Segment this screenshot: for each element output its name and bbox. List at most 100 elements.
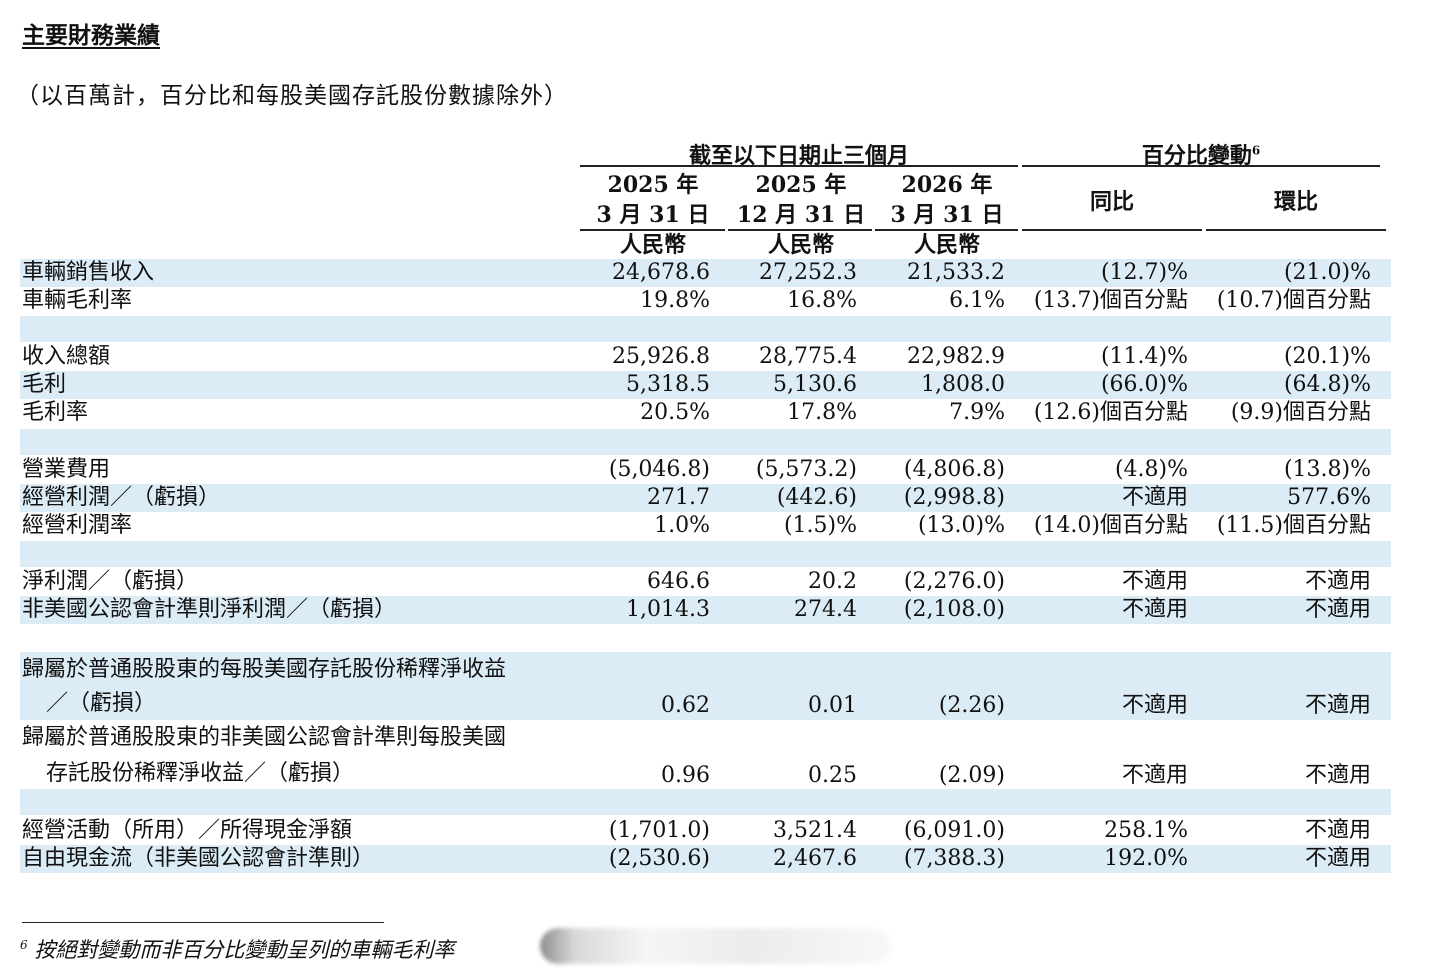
value-2025q1: 25,926.8 bbox=[612, 344, 710, 369]
table-row: 收入總額 25,926.8 28,775.4 22,982.9 (11.4)% … bbox=[20, 343, 1391, 371]
value-qoq: 不適用 bbox=[1304, 846, 1371, 871]
footnote: 6 按絕對變動而非百分比變動呈列的車輛毛利率 bbox=[20, 938, 455, 962]
value-2026q1: (7,388.3) bbox=[903, 846, 1005, 871]
value-yoy: (4.8)% bbox=[1114, 457, 1188, 482]
yoy-rule bbox=[1022, 229, 1202, 231]
value-qoq: (10.7)個百分點 bbox=[1216, 288, 1371, 313]
value-yoy: 不適用 bbox=[1121, 597, 1188, 622]
value-2025q1: 5,318.5 bbox=[626, 372, 710, 397]
change-group-header: 百分比變動6 bbox=[1141, 143, 1261, 169]
value-yoy: 不適用 bbox=[1121, 485, 1188, 510]
value-2025q4: 5,130.6 bbox=[773, 372, 857, 397]
table-row: 經營活動（所用）／所得現金淨額 (1,701.0) 3,521.4 (6,091… bbox=[20, 817, 1391, 845]
value-yoy: (13.7)個百分點 bbox=[1033, 288, 1188, 313]
table-row: 經營利潤／（虧損） 271.7 (442.6) (2,998.8) 不適用 57… bbox=[20, 484, 1391, 512]
value-qoq: 不適用 bbox=[1304, 818, 1371, 843]
value-2026q1: 6.1% bbox=[949, 288, 1005, 313]
col3-rule bbox=[875, 229, 1018, 231]
value-qoq: (11.5)個百分點 bbox=[1216, 513, 1371, 538]
value-2026q1: (2,108.0) bbox=[903, 597, 1005, 622]
value-2025q1: 0.62 bbox=[661, 693, 710, 718]
units-note: （以百萬計，百分比和每股美國存託股份數據除外） bbox=[16, 83, 568, 109]
value-2025q1: 271.7 bbox=[647, 485, 710, 510]
row-label: 淨利潤／（虧損） bbox=[22, 569, 199, 594]
row-label: 自由現金流（非美國公認會計準則） bbox=[22, 846, 375, 871]
yoy-header: 同比 bbox=[1089, 189, 1134, 215]
table-row: 毛利 5,318.5 5,130.6 1,808.0 (66.0)% (64.8… bbox=[20, 371, 1391, 399]
value-yoy: (12.6)個百分點 bbox=[1033, 400, 1188, 425]
value-2026q1: 21,533.2 bbox=[907, 260, 1005, 285]
value-2025q1: 646.6 bbox=[647, 569, 710, 594]
col2-rule bbox=[728, 229, 872, 231]
table-row: 毛利率 20.5% 17.8% 7.9% (12.6)個百分點 (9.9)個百分… bbox=[20, 399, 1391, 427]
value-yoy: (11.4)% bbox=[1100, 344, 1188, 369]
value-2025q4: (442.6) bbox=[776, 485, 857, 510]
value-2025q1: 20.5% bbox=[640, 400, 710, 425]
value-qoq: (20.1)% bbox=[1283, 344, 1371, 369]
spacer-band bbox=[20, 541, 1391, 567]
value-qoq: 不適用 bbox=[1304, 693, 1371, 718]
table-row: 淨利潤／（虧損） 646.6 20.2 (2,276.0) 不適用 不適用 bbox=[20, 568, 1391, 596]
col2-header: 2025 年 12 月 31 日 人民幣 bbox=[736, 172, 866, 258]
value-2025q4: 2,467.6 bbox=[773, 846, 857, 871]
value-2025q1: 1.0% bbox=[654, 513, 710, 538]
value-2025q4: 274.4 bbox=[794, 597, 857, 622]
table-row: 車輛毛利率 19.8% 16.8% 6.1% (13.7)個百分點 (10.7)… bbox=[20, 287, 1391, 315]
value-2025q4: (5,573.2) bbox=[755, 457, 857, 482]
value-2025q1: 0.96 bbox=[661, 763, 710, 788]
col1-header: 2025 年 3 月 31 日 人民幣 bbox=[596, 172, 710, 258]
value-2025q4: 20.2 bbox=[808, 569, 857, 594]
value-2025q1: (2,530.6) bbox=[608, 846, 710, 871]
value-2025q1: (1,701.0) bbox=[608, 818, 710, 843]
value-2025q4: 3,521.4 bbox=[773, 818, 857, 843]
value-qoq: 577.6% bbox=[1287, 485, 1371, 510]
value-qoq: 不適用 bbox=[1304, 763, 1371, 788]
row-label: 經營活動（所用）／所得現金淨額 bbox=[22, 818, 353, 843]
value-2026q1: (2,276.0) bbox=[903, 569, 1005, 594]
row-label: 收入總額 bbox=[22, 344, 111, 369]
row-label: 毛利率 bbox=[22, 400, 89, 425]
value-2026q1: (2.09) bbox=[938, 763, 1005, 788]
value-yoy: (66.0)% bbox=[1100, 372, 1188, 397]
row-label: 營業費用 bbox=[22, 457, 111, 482]
spacer-band bbox=[20, 316, 1391, 342]
row-label: 車輛銷售收入 bbox=[22, 260, 155, 285]
value-yoy: (14.0)個百分點 bbox=[1033, 513, 1188, 538]
table-row: 非美國公認會計準則淨利潤／（虧損） 1,014.3 274.4 (2,108.0… bbox=[20, 596, 1391, 624]
table-row: 自由現金流（非美國公認會計準則） (2,530.6) 2,467.6 (7,38… bbox=[20, 845, 1391, 873]
value-2025q1: 19.8% bbox=[640, 288, 710, 313]
table-row: 車輛銷售收入 24,678.6 27,252.3 21,533.2 (12.7)… bbox=[20, 259, 1391, 287]
table-row: 歸屬於普通股股東的每股美國存託股份稀釋淨收益 ／（虧損） 0.62 0.01 (… bbox=[20, 652, 1391, 720]
col3-header: 2026 年 3 月 31 日 人民幣 bbox=[890, 172, 1004, 258]
row-label: 經營利潤率 bbox=[22, 513, 133, 538]
value-2026q1: (13.0)% bbox=[917, 513, 1005, 538]
table-row: 營業費用 (5,046.8) (5,573.2) (4,806.8) (4.8)… bbox=[20, 456, 1391, 484]
value-yoy: 192.0% bbox=[1104, 846, 1188, 871]
footnote-rule bbox=[22, 922, 384, 923]
value-2025q4: 28,775.4 bbox=[759, 344, 857, 369]
value-2025q4: 0.25 bbox=[808, 763, 857, 788]
row-label: 非美國公認會計準則淨利潤／（虧損） bbox=[22, 597, 397, 622]
watermark-blur bbox=[540, 928, 892, 964]
value-qoq: (64.8)% bbox=[1283, 372, 1371, 397]
qoq-rule bbox=[1206, 229, 1386, 231]
value-2025q4: 27,252.3 bbox=[759, 260, 857, 285]
spacer-band bbox=[20, 429, 1391, 455]
row-label: 毛利 bbox=[22, 372, 67, 397]
value-2025q4: 16.8% bbox=[787, 288, 857, 313]
row-label-continued: 存託股份稀釋淨收益／（虧損） bbox=[46, 761, 355, 786]
value-2025q1: 24,678.6 bbox=[612, 260, 710, 285]
value-qoq: 不適用 bbox=[1304, 569, 1371, 594]
value-2026q1: (4,806.8) bbox=[903, 457, 1005, 482]
value-yoy: (12.7)% bbox=[1100, 260, 1188, 285]
value-2025q1: (5,046.8) bbox=[608, 457, 710, 482]
value-2026q1: 7.9% bbox=[949, 400, 1005, 425]
qoq-header: 環比 bbox=[1273, 189, 1318, 215]
value-2025q4: 0.01 bbox=[808, 693, 857, 718]
row-label-continued: ／（虧損） bbox=[46, 691, 157, 716]
value-yoy: 不適用 bbox=[1121, 693, 1188, 718]
row-label: 歸屬於普通股股東的每股美國存託股份稀釋淨收益 bbox=[22, 657, 507, 682]
col1-rule bbox=[580, 229, 725, 231]
section-title: 主要財務業績 bbox=[22, 22, 160, 49]
period-group-header: 截至以下日期止三個月 bbox=[688, 143, 909, 169]
